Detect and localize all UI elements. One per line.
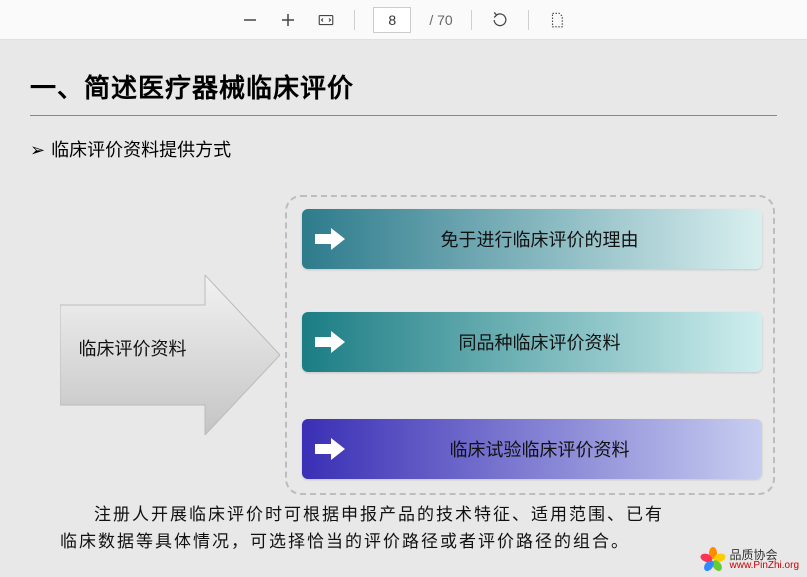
toolbar-separator	[471, 10, 472, 30]
diagram: 临床评价资料 免于进行临床评价的理由 同品种临床评价资料 临床试验临床评价资料	[60, 200, 780, 500]
watermark: 品质协会 www.PinZhi.org	[700, 547, 799, 573]
zoom-out-button[interactable]	[240, 10, 260, 30]
zoom-in-button[interactable]	[278, 10, 298, 30]
slide-content: 一、简述医疗器械临床评价 ➢ 临床评价资料提供方式 临床评价资料	[0, 40, 807, 577]
body-line2: 临床数据等具体情况，可选择恰当的评价路径或者评价路径的组合。	[60, 532, 630, 551]
bullet-row: ➢ 临床评价资料提供方式	[30, 136, 777, 162]
toolbar-separator	[354, 10, 355, 30]
fit-width-button[interactable]	[316, 10, 336, 30]
big-arrow-label: 临床评价资料	[60, 335, 205, 361]
page-total-label: / 70	[429, 12, 452, 28]
option-label: 临床试验临床评价资料	[357, 436, 762, 462]
watermark-url: www.PinZhi.org	[730, 561, 799, 571]
page-tool-button[interactable]	[547, 10, 567, 30]
page-number-input[interactable]	[373, 7, 411, 33]
bullet-marker: ➢	[30, 140, 45, 161]
big-arrow: 临床评价资料	[60, 275, 280, 435]
option-bar-2: 同品种临床评价资料	[302, 312, 762, 372]
option-label: 免于进行临床评价的理由	[357, 226, 762, 252]
arrow-icon	[302, 331, 357, 353]
option-bar-1: 免于进行临床评价的理由	[302, 209, 762, 269]
options-container: 免于进行临床评价的理由 同品种临床评价资料 临床试验临床评价资料	[285, 195, 775, 495]
flower-icon	[700, 547, 726, 573]
heading-underline	[30, 115, 777, 116]
arrow-icon	[302, 438, 357, 460]
body-text: 注册人开展临床评价时可根据申报产品的技术特征、适用范围、已有 临床数据等具体情况…	[60, 501, 750, 555]
pdf-toolbar: / 70	[0, 0, 807, 40]
arrow-icon	[302, 228, 357, 250]
body-line1: 注册人开展临床评价时可根据申报产品的技术特征、适用范围、已有	[94, 505, 664, 524]
option-bar-3: 临床试验临床评价资料	[302, 419, 762, 479]
bullet-text: 临床评价资料提供方式	[51, 140, 231, 160]
toolbar-separator	[528, 10, 529, 30]
slide-heading: 一、简述医疗器械临床评价	[30, 68, 777, 105]
rotate-button[interactable]	[490, 10, 510, 30]
option-label: 同品种临床评价资料	[357, 329, 762, 355]
